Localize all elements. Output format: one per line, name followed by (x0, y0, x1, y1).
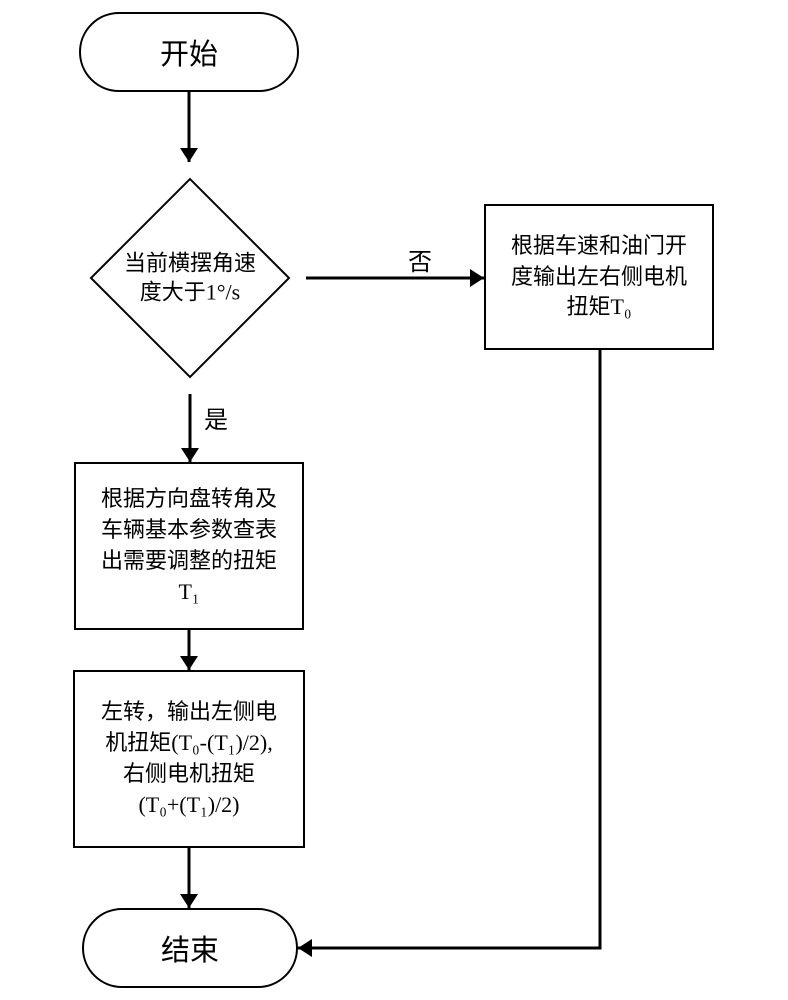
decision-line2: 度大于1°/s (140, 279, 240, 304)
lookup-torque-node: 根据方向盘转角及 车辆基本参数查表 出需要调整的扭矩 T₁ (74, 462, 304, 630)
end-node: 结束 (82, 908, 298, 988)
no-label: 否 (408, 242, 432, 277)
speedthr-line2: 度输出左右侧电机 (511, 264, 687, 289)
speedthr-line1: 根据车速和油门开 (511, 233, 687, 258)
decision-line1: 当前横摆角速 (124, 250, 256, 275)
output-torque-node: 左转，输出左侧电 机扭矩(T₀-(T₁)/2), 右侧电机扭矩 (T₀+(T₁)… (73, 670, 305, 848)
yes-label: 是 (204, 400, 228, 435)
output-line3: 右侧电机扭矩 (123, 761, 255, 786)
start-label: 开始 (160, 31, 218, 73)
lookup-line4: T₁ (178, 579, 199, 604)
start-node: 开始 (79, 12, 299, 92)
speedthr-line3: 扭矩T₀ (566, 294, 631, 319)
output-line2: 机扭矩(T₀-(T₁)/2), (105, 730, 272, 755)
speed-throttle-node: 根据车速和油门开 度输出左右侧电机 扭矩T₀ (484, 204, 714, 350)
end-label: 结束 (161, 927, 219, 969)
lookup-line3: 出需要调整的扭矩 (101, 548, 277, 573)
output-line1: 左转，输出左侧电 (101, 699, 277, 724)
lookup-line2: 车辆基本参数查表 (101, 517, 277, 542)
lookup-line1: 根据方向盘转角及 (101, 486, 277, 511)
decision-node: 当前横摆角速 度大于1°/s (90, 178, 290, 378)
output-line4: (T₀+(T₁)/2) (138, 792, 239, 817)
